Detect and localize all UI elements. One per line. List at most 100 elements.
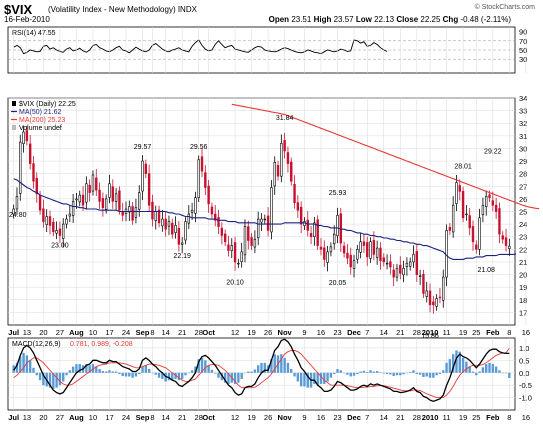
candle-body <box>114 193 118 202</box>
macd-histogram-bar <box>415 372 419 374</box>
macd-histogram-bar <box>204 360 207 373</box>
macd-x-tick-label: Feb <box>486 413 500 422</box>
candle-body <box>190 209 194 213</box>
macd-histogram-bar <box>214 372 217 374</box>
candle-body <box>399 264 402 274</box>
macd-histogram-bar <box>481 367 485 373</box>
candle-body <box>210 206 214 215</box>
macd-tick-label: 0.5 <box>519 356 529 365</box>
candle-body <box>28 143 32 164</box>
candle-body <box>455 182 458 204</box>
macd-x-tick-label: 19 <box>247 413 255 422</box>
x-tick-label: 10 <box>89 328 97 337</box>
macd-histogram-bar <box>445 362 448 373</box>
x-tick-label: 7 <box>365 328 369 337</box>
candle-body <box>131 206 134 221</box>
macd-histogram-bar <box>405 372 409 374</box>
macd-histogram-bar <box>428 372 432 378</box>
x-tick-label: Oct <box>202 328 215 337</box>
x-tick-label: 28 <box>413 328 421 337</box>
candle-body <box>154 211 157 221</box>
candle-body <box>157 209 161 224</box>
candle-body <box>504 237 508 246</box>
macd-histogram-bar <box>118 372 121 374</box>
price-tick-label: 17 <box>519 308 527 317</box>
macd-histogram-bar <box>395 372 399 376</box>
candle-body <box>501 235 504 240</box>
candle-body <box>174 225 177 233</box>
macd-histogram-bar <box>461 357 465 373</box>
candle-body <box>32 163 35 182</box>
x-tick-label: 27 <box>56 328 64 337</box>
macd-histogram-bar <box>154 372 157 375</box>
macd-histogram-bar <box>399 372 402 376</box>
macd-histogram-bar <box>111 371 114 373</box>
price-tick-label: 30 <box>519 144 527 153</box>
rsi-tick-label: 90 <box>519 28 527 37</box>
macd-x-tick-label: Nov <box>278 413 293 422</box>
x-tick-label: Dec <box>347 328 361 337</box>
candle-body <box>144 163 148 174</box>
candle-body <box>458 185 461 192</box>
chart-symbol: $VIX <box>4 2 33 17</box>
price-tick-label: 20 <box>519 271 527 280</box>
macd-x-tick-label: 8 <box>150 413 154 422</box>
candle-body <box>266 215 270 231</box>
macd-histogram-bar <box>78 364 81 373</box>
candle-body <box>366 242 369 258</box>
candle-body <box>256 218 260 239</box>
candle-body <box>422 274 425 294</box>
macd-histogram-bar <box>12 365 15 373</box>
macd-histogram-bar <box>508 372 511 378</box>
macd-histogram-bar <box>144 365 148 373</box>
macd-histogram-bar <box>260 362 263 373</box>
candle-body <box>323 247 326 260</box>
chart-index-name: (Volatility Index - New Methodology) IND… <box>48 5 197 14</box>
candle-body <box>296 202 300 211</box>
macd-histogram-bar <box>273 354 276 373</box>
macd-histogram-bar <box>270 359 273 373</box>
macd-histogram-bar <box>91 364 95 373</box>
macd-histogram-bar <box>223 372 227 383</box>
candle-body <box>71 201 75 216</box>
macd-histogram-bar <box>458 351 461 373</box>
price-annotation: 28.01 <box>454 164 472 171</box>
candle-body <box>451 204 455 233</box>
macd-histogram-bar <box>95 366 98 373</box>
price-annotation: 20.05 <box>329 280 347 287</box>
price-tick-label: 34 <box>519 94 527 103</box>
price-tick-label: 25 <box>519 208 527 217</box>
x-tick-label: 9 <box>302 328 306 337</box>
x-tick-label: 26 <box>264 328 272 337</box>
candle-body <box>359 241 362 253</box>
rsi-legend: RSI(14) 47.55 <box>12 30 56 37</box>
price-tick-label: 27 <box>519 182 527 191</box>
candle-body <box>220 227 224 236</box>
macd-histogram-bar <box>128 372 131 377</box>
macd-x-tick-label: Jul <box>8 413 19 422</box>
x-tick-label: 21 <box>178 328 186 337</box>
candle-body <box>167 221 171 227</box>
macd-histogram-bar <box>55 372 58 388</box>
price-tick-label: 22 <box>519 245 527 254</box>
candle-body <box>385 262 389 265</box>
macd-histogram-bar <box>68 370 72 373</box>
macd-histogram-bar <box>161 372 164 379</box>
macd-histogram-bar <box>290 369 293 373</box>
macd-histogram-bar <box>385 372 389 374</box>
macd-histogram-bar <box>151 372 154 374</box>
candle-body <box>478 217 481 250</box>
macd-x-tick-label: 17 <box>105 413 113 422</box>
macd-histogram-bar <box>478 371 481 373</box>
price-annotation: 29.22 <box>484 148 502 155</box>
candle-body <box>22 131 25 144</box>
candle-body <box>95 177 98 191</box>
candle-body <box>65 218 68 225</box>
macd-histogram-bar <box>342 372 346 374</box>
candle-body <box>78 194 81 203</box>
price-tick-label: 33 <box>519 107 527 116</box>
candle-body <box>465 213 468 216</box>
rsi-tick-label: 70 <box>519 37 527 46</box>
candle-body <box>461 191 465 219</box>
rsi-tick-label: 50 <box>519 46 527 55</box>
